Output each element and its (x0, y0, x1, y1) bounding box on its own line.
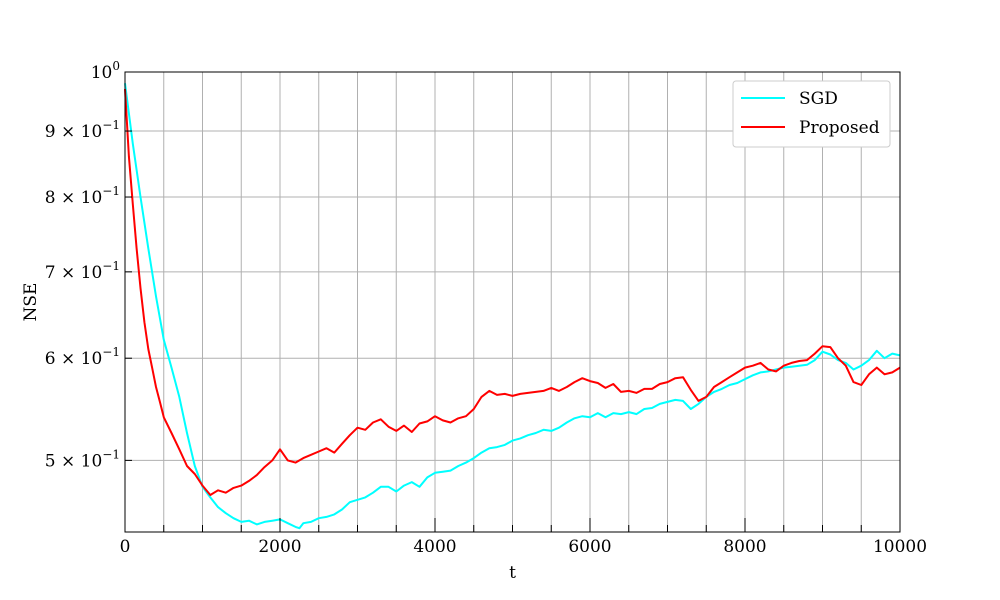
x-tick-label: 6000 (568, 537, 611, 557)
legend-label-sgd: SGD (799, 89, 838, 109)
series-lines (124, 83, 901, 530)
x-tick-label: 2000 (258, 537, 301, 557)
legend: SGD Proposed (732, 80, 891, 148)
y-tick-label: 5 × 10−1 (45, 447, 120, 471)
series-line-sgd (124, 83, 901, 530)
x-axis-label: t (509, 563, 516, 583)
y-axis-label: NSE (21, 283, 41, 322)
x-tick-label: 10000 (873, 537, 927, 557)
x-tick-label: 4000 (413, 537, 456, 557)
series-line-proposed (124, 89, 901, 496)
tick-labels: 0 2000 4000 6000 8000 10000 100 9 × 10−1 8 × 10−… (45, 59, 927, 557)
y-tick-label: 7 × 10−1 (45, 259, 120, 283)
y-tick-label: 8 × 10−1 (45, 184, 120, 208)
x-tick-label: 8000 (723, 537, 766, 557)
y-tick-label: 9 × 10−1 (45, 118, 120, 142)
legend-label-proposed: Proposed (799, 118, 880, 138)
y-tick-label: 100 (91, 59, 120, 83)
y-tick-label: 6 × 10−1 (45, 345, 120, 369)
axis-ticks (124, 71, 901, 532)
x-tick-label: 0 (120, 537, 131, 557)
